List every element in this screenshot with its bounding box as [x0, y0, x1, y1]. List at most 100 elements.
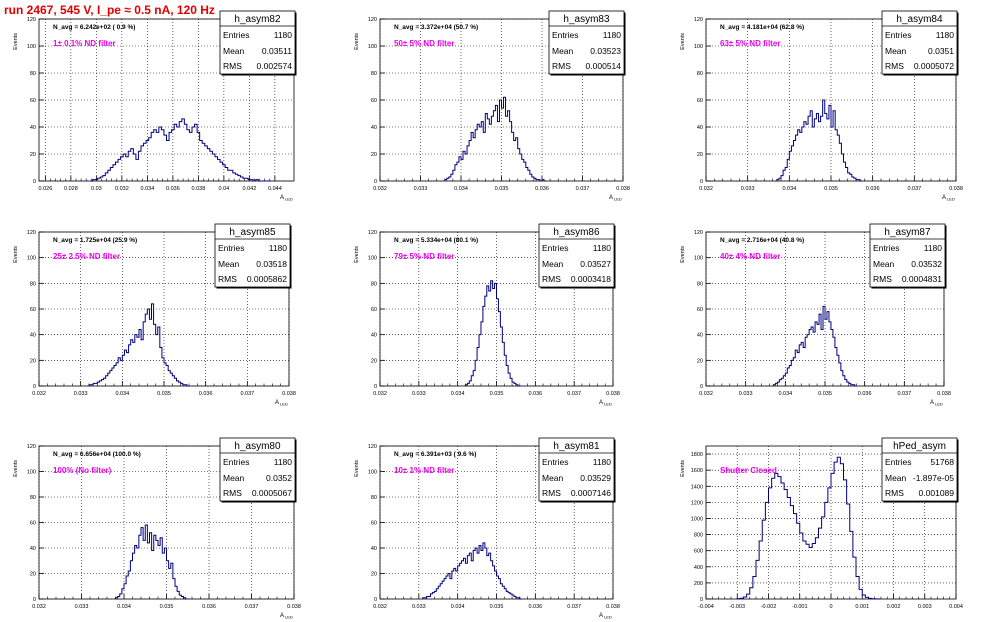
filter-label: 25± 2.5% ND filter [53, 252, 120, 261]
x-tick-label: 0 [829, 604, 832, 610]
y-tick-label: 0 [33, 384, 36, 390]
x-tick-label: 0.035 [157, 391, 171, 397]
y-tick-label: 40 [697, 333, 703, 339]
stats-mean-value: 0.03527 [580, 259, 611, 269]
x-tick-label: 0.035 [490, 604, 504, 610]
x-tick-label: 0.002 [887, 604, 901, 610]
y-tick-label: 80 [30, 71, 36, 77]
y-axis-title: Events [680, 460, 686, 477]
y-tick-label: 40 [697, 125, 703, 131]
y-tick-label: 20 [697, 152, 703, 158]
y-tick-label: 100 [368, 256, 377, 262]
x-tick-label: 0.028 [64, 186, 78, 192]
y-tick-label: 0 [33, 179, 36, 185]
x-tick-label: 0.035 [495, 186, 509, 192]
stats-box-hist-name: h_asym81 [553, 441, 600, 452]
x-tick-label: 0.035 [824, 186, 838, 192]
stats-box: h_asym87 Entries 1180 Mean 0.03532 RMS 0.00048… [869, 223, 947, 289]
histogram-line [776, 99, 863, 182]
y-tick-label: 1800 [691, 452, 703, 458]
histogram-panel-h_asym82: 0.026 0.028 0.03 0.032 0.034 0.036 0.038 0.04 0.… [13, 10, 297, 202]
x-tick-label: 0.004 [949, 604, 963, 610]
stats-box-frame [548, 10, 625, 75]
stats-entries-label: Entries [885, 457, 911, 467]
y-tick-label: 100 [368, 470, 377, 476]
x-tick-label: 0.035 [818, 391, 832, 397]
stats-entries-value: 1180 [274, 30, 293, 40]
stats-mean-label: Mean [223, 46, 245, 56]
stats-box-frame [869, 223, 946, 288]
filter-label: 50± 5% ND filter [394, 39, 454, 48]
x-tick-label: 0.038 [606, 604, 620, 610]
y-tick-label: 120 [27, 17, 36, 23]
histogram-line [422, 542, 522, 600]
x-tick-label: 0.033 [739, 391, 753, 397]
x-tick-label: 0.037 [897, 391, 911, 397]
histogram-line [444, 96, 547, 182]
stats-rms-label: RMS [218, 274, 237, 284]
y-tick-label: 80 [371, 495, 377, 501]
x-axis-title: ALED [930, 400, 943, 407]
x-tick-label: 0.035 [160, 604, 174, 610]
stats-rms-label: RMS [552, 61, 571, 71]
stats-box-hist-name: h_asym86 [553, 227, 600, 238]
x-tick-label: 0.032 [115, 186, 129, 192]
x-tick-label: 0.035 [490, 391, 504, 397]
y-axis-title: Events [13, 460, 19, 477]
x-tick-label: 0.003 [918, 604, 932, 610]
y-tick-label: 20 [371, 358, 377, 364]
y-tick-label: 60 [30, 521, 36, 527]
y-tick-label: 600 [694, 549, 703, 555]
stats-entries-value: 1180 [274, 457, 293, 467]
y-tick-label: 0 [700, 179, 703, 185]
y-tick-label: 80 [371, 281, 377, 287]
y-tick-label: 1200 [691, 500, 703, 506]
filter-label: 63± 5% ND filter [720, 39, 780, 48]
stats-rms-label: RMS [223, 61, 242, 71]
stats-entries-value: 1180 [936, 30, 955, 40]
histogram-line [772, 305, 857, 387]
x-tick-label: 0.034 [451, 604, 465, 610]
stats-box-hist-name: h_asym82 [234, 14, 281, 25]
x-tick-label: 0.034 [451, 391, 465, 397]
stats-rms-value: 0.0005862 [247, 274, 287, 284]
x-tick-label: 0.034 [782, 186, 796, 192]
y-tick-label: 60 [371, 98, 377, 104]
stats-entries-value: 1180 [924, 243, 943, 253]
x-tick-label: 0.033 [414, 186, 428, 192]
x-tick-label: -0.003 [729, 604, 745, 610]
x-tick-label: -0.001 [792, 604, 808, 610]
stats-mean-value: 0.0352 [266, 473, 292, 483]
x-axis-title: ALED [280, 613, 293, 620]
x-tick-label: -0.002 [761, 604, 777, 610]
y-tick-label: 20 [30, 358, 36, 364]
stats-rms-value: 0.000514 [586, 61, 622, 71]
y-tick-label: 1000 [691, 516, 703, 522]
run-title: run 2467, 545 V, I_pe ≈ 0.5 nA, 120 Hz [4, 3, 215, 17]
x-tick-label: 0.036 [858, 391, 872, 397]
histogram-line [90, 118, 272, 182]
stats-rms-label: RMS [542, 488, 561, 498]
x-tick-label: 0.034 [117, 604, 131, 610]
stats-entries-label: Entries [885, 30, 911, 40]
y-tick-label: 20 [697, 358, 703, 364]
y-tick-label: 40 [371, 125, 377, 131]
y-tick-label: 1600 [691, 468, 703, 474]
y-tick-label: 120 [694, 17, 703, 23]
histogram-line [88, 303, 189, 387]
y-tick-label: 0 [374, 179, 377, 185]
stats-mean-label: Mean [885, 473, 907, 483]
y-tick-label: 100 [27, 256, 36, 262]
histogram-panel-h_asym80: 0.032 0.033 0.034 0.035 0.036 0.037 0.038 0 20 40… [13, 437, 301, 620]
x-tick-label: 0.036 [528, 604, 542, 610]
y-axis-title: Events [13, 33, 19, 50]
stats-entries-label: Entries [542, 457, 568, 467]
x-tick-label: 0.026 [38, 186, 52, 192]
y-tick-label: 100 [368, 44, 377, 50]
filter-label: 79± 5% ND filter [394, 252, 454, 261]
navg-label: N_avg = 4.181e+04 (62.8 %) [720, 24, 804, 31]
histogram-line [736, 456, 881, 600]
x-tick-label: 0.038 [937, 391, 951, 397]
y-tick-label: 40 [30, 125, 36, 131]
y-tick-label: 60 [30, 98, 36, 104]
